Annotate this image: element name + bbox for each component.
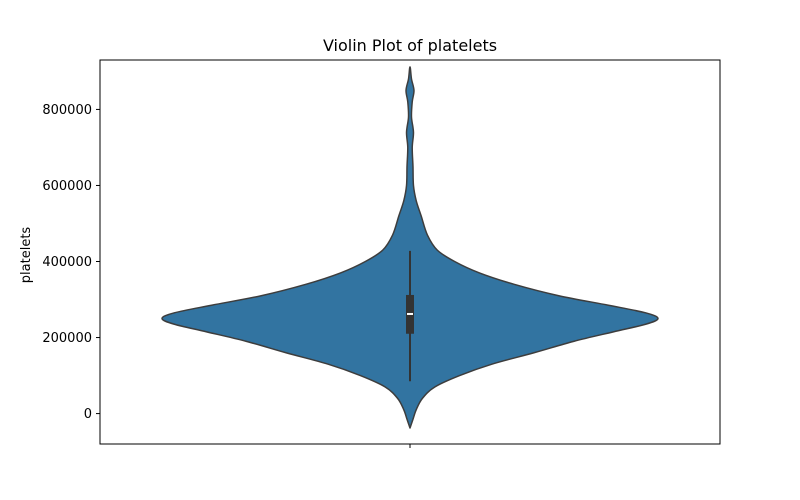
y-tick-label: 0 <box>84 407 92 422</box>
y-tick-label: 200000 <box>42 331 92 346</box>
y-tick-label: 600000 <box>42 179 92 194</box>
plot-area: 0 200000 400000 600000 800000 <box>42 59 721 448</box>
y-axis-label: platelets <box>19 227 34 284</box>
chart-title: Violin Plot of platelets <box>323 36 497 55</box>
violin-body <box>161 66 659 429</box>
y-tick-label: 400000 <box>42 255 92 270</box>
y-tick-label: 800000 <box>42 103 92 118</box>
